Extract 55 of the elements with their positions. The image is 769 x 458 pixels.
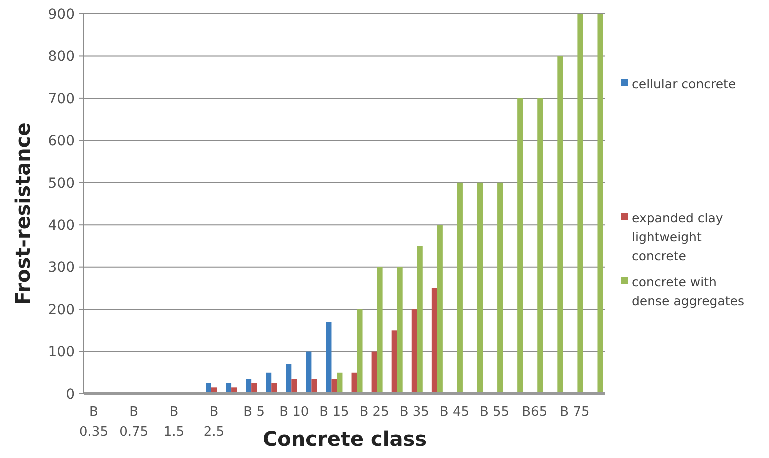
bar <box>518 98 524 394</box>
x-tick-label: B 5 <box>244 405 265 420</box>
x-tick-label: B65 <box>522 405 548 420</box>
x-tick-label: B 0.75 <box>120 405 149 440</box>
y-tick-label: 100 <box>48 344 75 361</box>
x-tick-label: B 2.5 <box>204 405 225 440</box>
bar <box>286 364 292 394</box>
y-axis-title: Frost-resistance <box>11 122 35 306</box>
x-tick-label: B 25 <box>360 405 390 420</box>
bar <box>337 372 343 394</box>
y-tick-label: 900 <box>48 6 75 23</box>
bar <box>478 182 483 394</box>
x-tick-label: B 45 <box>440 405 470 420</box>
y-tick-label: 300 <box>48 260 75 276</box>
y-tick-label: 600 <box>48 134 75 150</box>
x-axis-title: Concrete class <box>262 427 428 451</box>
legend-label: cellular concrete <box>632 76 736 92</box>
bar <box>306 352 312 394</box>
x-tick-label: B 15 <box>320 405 350 420</box>
y-tick-label: 0 <box>66 386 75 403</box>
bar <box>352 372 358 394</box>
bar <box>417 246 423 394</box>
y-tick-label: 700 <box>48 91 75 108</box>
y-tick-label: 200 <box>48 302 75 318</box>
y-tick-label: 800 <box>48 49 75 66</box>
bar <box>578 14 584 394</box>
bar <box>538 98 544 394</box>
bar <box>357 310 363 394</box>
x-tick-label: B 55 <box>480 405 510 420</box>
bar <box>326 322 332 394</box>
bar <box>377 267 383 394</box>
bar <box>372 352 378 394</box>
bar <box>266 372 272 394</box>
bar <box>412 310 418 394</box>
bar <box>437 225 443 394</box>
legend-label: expanded clay lightweight concrete <box>632 210 724 264</box>
bar <box>598 14 604 394</box>
y-tick-label: 500 <box>48 176 75 192</box>
y-tick-label: 400 <box>48 218 75 234</box>
x-tick-label: B 0.35 <box>80 405 108 440</box>
bar <box>432 288 438 394</box>
x-tick-label: B 1.5 <box>164 405 185 440</box>
x-tick-label: B 75 <box>560 405 590 420</box>
bar <box>498 182 504 394</box>
bar <box>457 182 463 394</box>
x-tick-label: B 35 <box>400 405 430 420</box>
bar <box>246 379 252 394</box>
x-tick-label: B 10 <box>280 405 310 420</box>
bar <box>558 56 564 394</box>
bar <box>392 330 398 394</box>
bar <box>312 379 318 394</box>
legend-label: concrete with dense aggregates <box>632 274 745 308</box>
bar <box>332 379 338 394</box>
bar <box>397 267 403 394</box>
bar <box>292 379 298 394</box>
